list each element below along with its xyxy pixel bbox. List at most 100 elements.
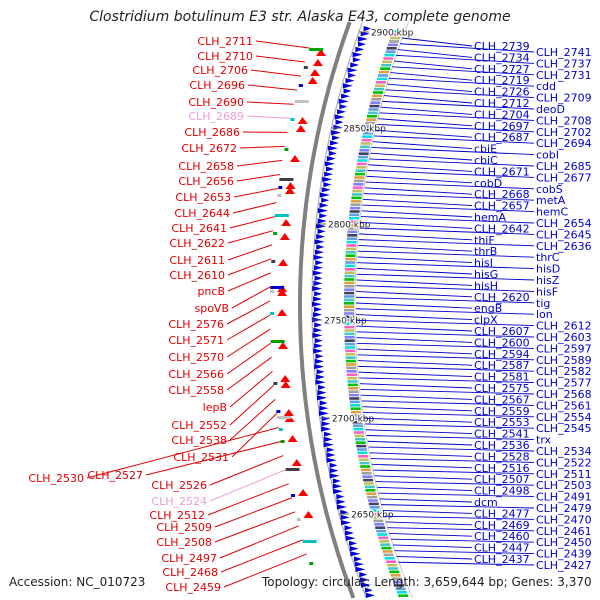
- feature-bar: [345, 349, 356, 353]
- feature-bar: [344, 319, 355, 322]
- left-gene-label: CLH_2509: [156, 521, 212, 534]
- reverse-cds-arrow: [365, 592, 375, 598]
- feature-bar: [385, 50, 396, 53]
- right-leader-line: [378, 492, 535, 498]
- feature-bar: [351, 410, 361, 414]
- forward-cds-arrow: [291, 459, 302, 466]
- scale-tick-label: 2850 kbp: [343, 125, 386, 135]
- feature-bar: [362, 475, 373, 478]
- feature-bar: [393, 580, 403, 584]
- feature-bar: [382, 550, 393, 553]
- right-gene-label: CLH_2607: [474, 325, 530, 338]
- feature-bar: [357, 451, 368, 455]
- reverse-cds-arrow: [335, 119, 344, 125]
- right-leader-line: [356, 267, 473, 275]
- right-leader-line: [388, 77, 535, 87]
- feature-bar: [391, 577, 402, 580]
- reverse-cds-arrow: [352, 57, 361, 63]
- left-gene-label: CLH_2566: [168, 368, 224, 381]
- right-gene-label: hisD: [536, 263, 560, 276]
- feature-bar: [360, 145, 370, 149]
- feature-bar: [349, 210, 360, 213]
- reverse-cds-arrow: [312, 301, 323, 307]
- feature-bar: [367, 111, 378, 115]
- reverse-cds-arrow: [343, 88, 352, 94]
- right-leader-line: [372, 463, 473, 469]
- reverse-cds-arrow: [355, 566, 366, 572]
- feature-bar: [371, 512, 382, 516]
- reverse-cds-arrow: [314, 291, 323, 297]
- feature-bar: [344, 302, 354, 305]
- reverse-cds-arrow: [328, 150, 337, 156]
- right-gene-label: CLH_2709: [536, 92, 592, 105]
- gene-block: [280, 440, 285, 443]
- right-gene-label: CLH_2503: [536, 479, 592, 492]
- feature-bar: [367, 499, 378, 502]
- right-leader-line: [364, 187, 473, 195]
- left-gene-label: lepB: [203, 401, 227, 414]
- right-leader-line: [358, 239, 535, 247]
- left-leader-line: [220, 539, 303, 573]
- feature-bar: [355, 438, 366, 441]
- reverse-cds-arrow: [349, 546, 359, 552]
- forward-cds-arrow: [277, 309, 288, 316]
- gene-block: [290, 118, 295, 121]
- right-gene-label: CLH_2477: [474, 507, 530, 520]
- reverse-cds-arrow: [322, 176, 333, 182]
- right-gene-label: CLH_2657: [474, 200, 530, 213]
- left-gene-label: CLH_2622: [169, 237, 225, 250]
- right-gene-label: CLH_2559: [474, 405, 530, 418]
- feature-bar: [356, 162, 367, 166]
- right-gene-label: CLH_2739: [474, 40, 530, 53]
- right-leader-line: [365, 181, 535, 190]
- feature-bar: [384, 53, 395, 57]
- right-gene-label: CLH_2460: [474, 530, 530, 543]
- right-leader-line: [357, 256, 473, 264]
- feature-bar: [344, 268, 355, 271]
- reverse-cds-arrow: [358, 41, 367, 47]
- right-leader-line: [356, 319, 535, 327]
- reverse-cds-arrow: [332, 483, 342, 489]
- reverse-cds-arrow: [319, 202, 329, 208]
- feature-bar: [362, 135, 373, 138]
- feature-bar: [346, 247, 357, 251]
- gene-block: [296, 518, 301, 521]
- reverse-cds-arrow: [329, 140, 339, 146]
- gene-block: [278, 428, 283, 431]
- feature-bar: [379, 540, 390, 543]
- left-leader-line: [209, 455, 284, 486]
- left-leader-line: [229, 370, 273, 408]
- right-leader-line: [360, 221, 473, 229]
- left-leader-line: [250, 69, 302, 77]
- reverse-cds-arrow: [317, 228, 326, 234]
- left-gene-label: pncB: [197, 285, 225, 298]
- left-gene-label: CLH_2686: [184, 126, 240, 139]
- feature-bar: [390, 36, 401, 40]
- right-gene-label: CLH_2603: [536, 331, 592, 344]
- feature-bar: [372, 94, 383, 98]
- forward-cds-arrow: [283, 409, 294, 416]
- feature-bar: [365, 489, 376, 492]
- gene-block: [309, 562, 314, 565]
- right-gene-label: CLH_2597: [536, 342, 592, 355]
- left-gene-label: CLH_2524: [151, 495, 207, 508]
- feature-bar: [355, 169, 366, 172]
- feature-bar: [345, 261, 356, 264]
- reverse-cds-arrow: [334, 114, 345, 120]
- feature-bar: [378, 74, 388, 77]
- feature-bar: [398, 594, 409, 597]
- feature-bar: [345, 346, 356, 349]
- accession-text: Accession: NC_010723: [9, 575, 146, 589]
- feature-bar: [364, 485, 375, 489]
- feature-bar: [381, 64, 392, 67]
- reverse-cds-arrow: [326, 457, 337, 463]
- feature-bar: [368, 108, 379, 111]
- feature-bar: [348, 393, 359, 397]
- right-leader-line: [379, 112, 535, 121]
- left-gene-label: CLH_2468: [162, 566, 218, 579]
- feature-bar: [394, 584, 405, 587]
- reverse-cds-arrow: [352, 52, 363, 58]
- reverse-cds-arrow: [350, 62, 360, 68]
- genome-backbone-ring: [298, 21, 356, 599]
- reverse-cds-arrow: [364, 587, 373, 593]
